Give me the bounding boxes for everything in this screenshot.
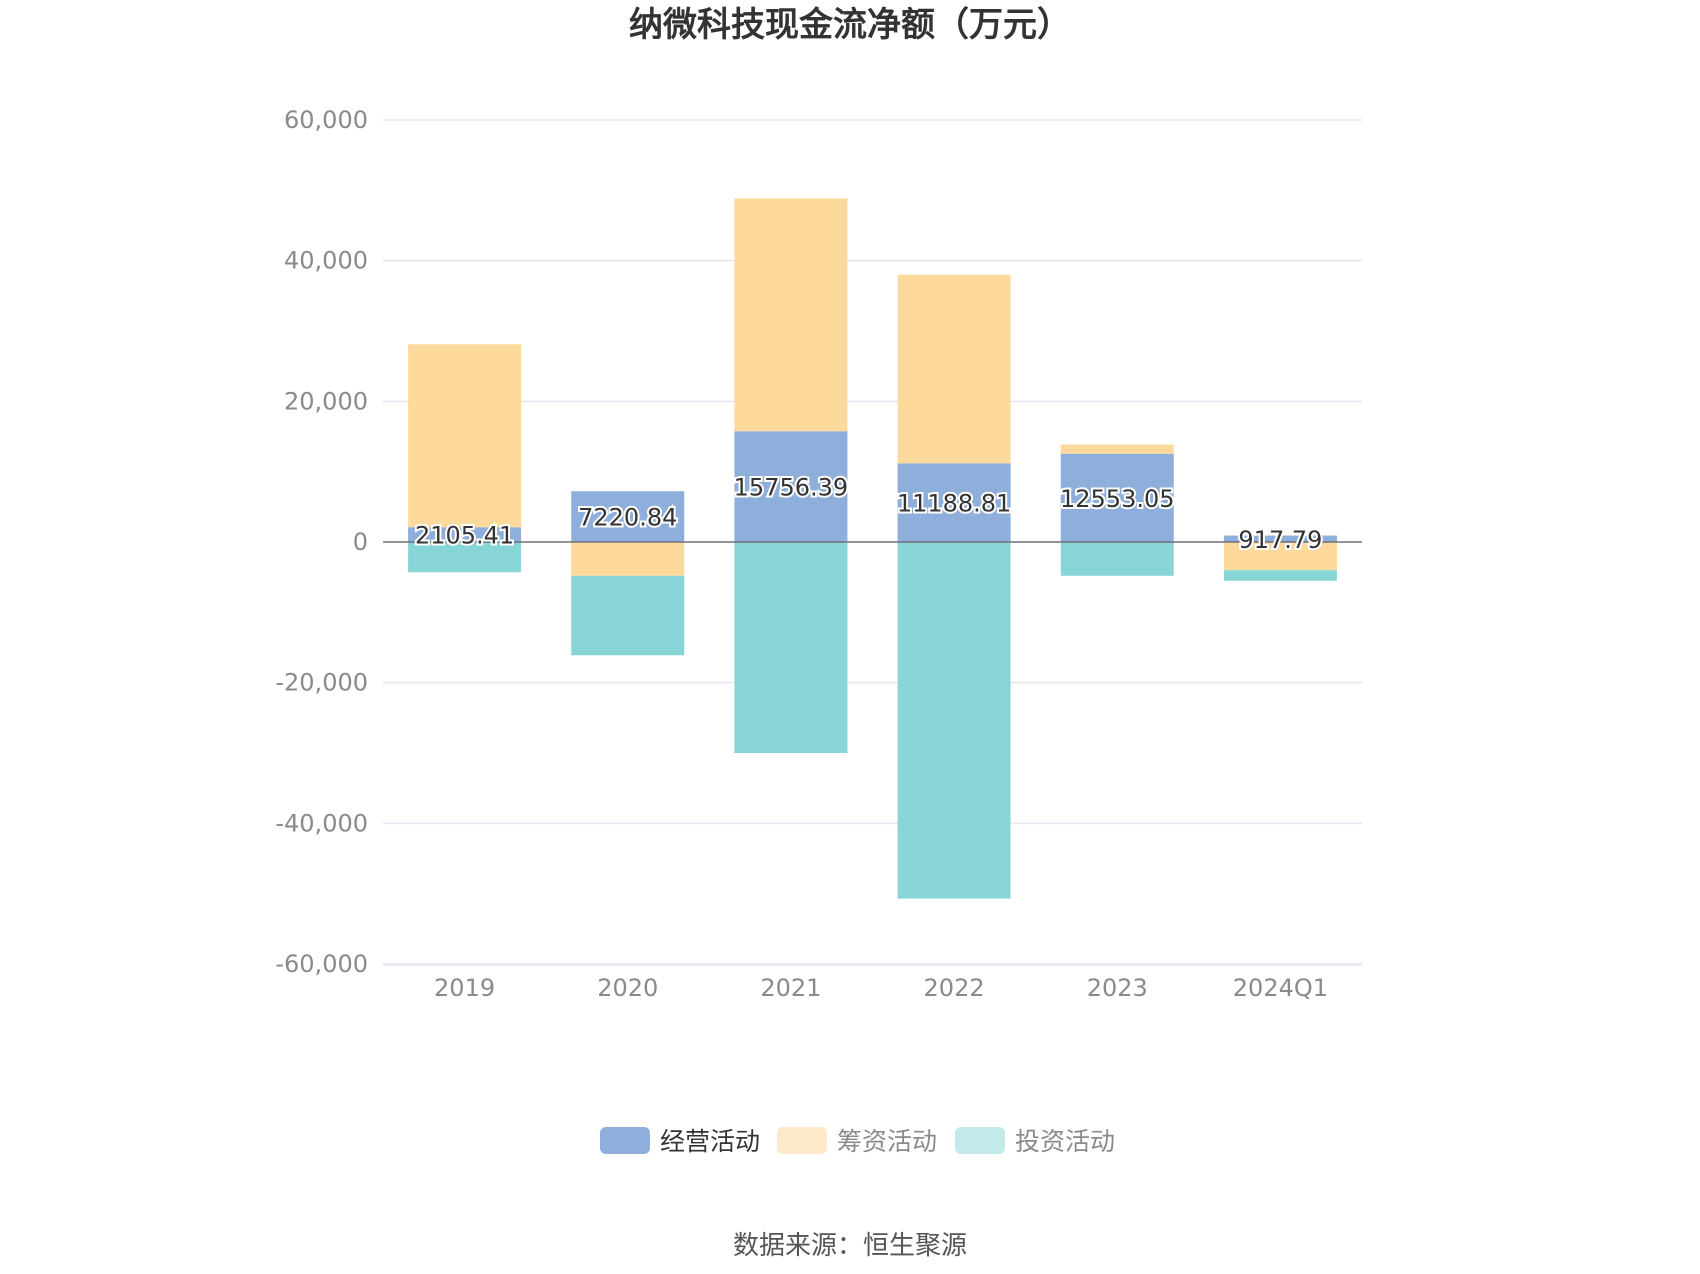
bar-operating-2023 bbox=[1060, 453, 1174, 542]
data-label: 7220.84 bbox=[578, 504, 677, 532]
x-tick-label: 2021 bbox=[760, 974, 821, 1002]
bar-operating-2022 bbox=[897, 463, 1011, 542]
y-tick-label: -40,000 bbox=[275, 809, 368, 837]
legend-label: 投资活动 bbox=[1015, 1127, 1115, 1156]
x-tick-label: 2022 bbox=[924, 974, 985, 1002]
bar-financing-2022 bbox=[897, 274, 1011, 464]
legend-label: 经营活动 bbox=[660, 1127, 760, 1156]
y-tick-label: 60,000 bbox=[284, 106, 368, 134]
bar-financing-2020 bbox=[571, 542, 685, 576]
bar-investing-2019 bbox=[408, 542, 522, 573]
bar-operating-2024Q1 bbox=[1223, 535, 1337, 542]
x-tick-label: 2019 bbox=[434, 974, 495, 1002]
legend-swatch bbox=[955, 1127, 1005, 1154]
data-label: 15756.39 bbox=[734, 474, 849, 502]
y-tick-label: -60,000 bbox=[275, 950, 368, 978]
bar-operating-2021 bbox=[734, 431, 848, 542]
bar-investing-2021 bbox=[734, 542, 848, 753]
bar-financing-2021 bbox=[734, 198, 848, 432]
data-source: 数据来源：恒生聚源 bbox=[733, 1231, 967, 1261]
bar-financing-2019 bbox=[408, 344, 522, 528]
y-axis-ticks: 60,000 40,000 20,000 0 -20,000 -40,000 -60,000 bbox=[275, 106, 368, 978]
bar-operating-2020 bbox=[571, 491, 685, 542]
x-tick-label: 2020 bbox=[597, 974, 658, 1002]
legend-swatch bbox=[777, 1127, 827, 1154]
y-tick-label: 0 bbox=[353, 528, 368, 556]
chart-title: 纳微科技现金流净额（万元） bbox=[629, 5, 1071, 45]
grid-lines bbox=[383, 119, 1362, 965]
legend: 经营活动 筹资活动 投资活动 bbox=[600, 1127, 1115, 1156]
x-axis-ticks: 2019 2020 2021 2022 2023 2024Q1 bbox=[434, 974, 1328, 1002]
bars bbox=[408, 198, 1337, 899]
legend-label: 筹资活动 bbox=[837, 1127, 937, 1156]
zero-line bbox=[383, 541, 1362, 966]
data-label: 2105.41 bbox=[415, 522, 514, 550]
x-tick-label: 2023 bbox=[1087, 974, 1148, 1002]
bar-financing-2023 bbox=[1060, 444, 1174, 454]
data-label: 917.79 bbox=[1238, 526, 1322, 554]
data-label: 12553.05 bbox=[1060, 485, 1175, 513]
y-tick-label: 20,000 bbox=[284, 387, 368, 415]
data-labels: 2105.41 7220.84 15756.39 11188.81 12553.05 91… bbox=[413, 472, 1324, 556]
x-tick-label: 2024Q1 bbox=[1233, 974, 1328, 1002]
data-label: 11188.81 bbox=[897, 490, 1012, 518]
legend-swatch bbox=[600, 1127, 650, 1154]
bar-investing-2023 bbox=[1060, 542, 1174, 576]
y-tick-label: -20,000 bbox=[275, 669, 368, 697]
bar-investing-2020 bbox=[571, 575, 685, 656]
y-tick-label: 40,000 bbox=[284, 247, 368, 275]
bar-investing-2022 bbox=[897, 542, 1011, 899]
bar-investing-2024Q1 bbox=[1223, 570, 1337, 581]
bar-financing-2024Q1 bbox=[1223, 542, 1337, 571]
bar-operating-2019 bbox=[408, 527, 522, 542]
